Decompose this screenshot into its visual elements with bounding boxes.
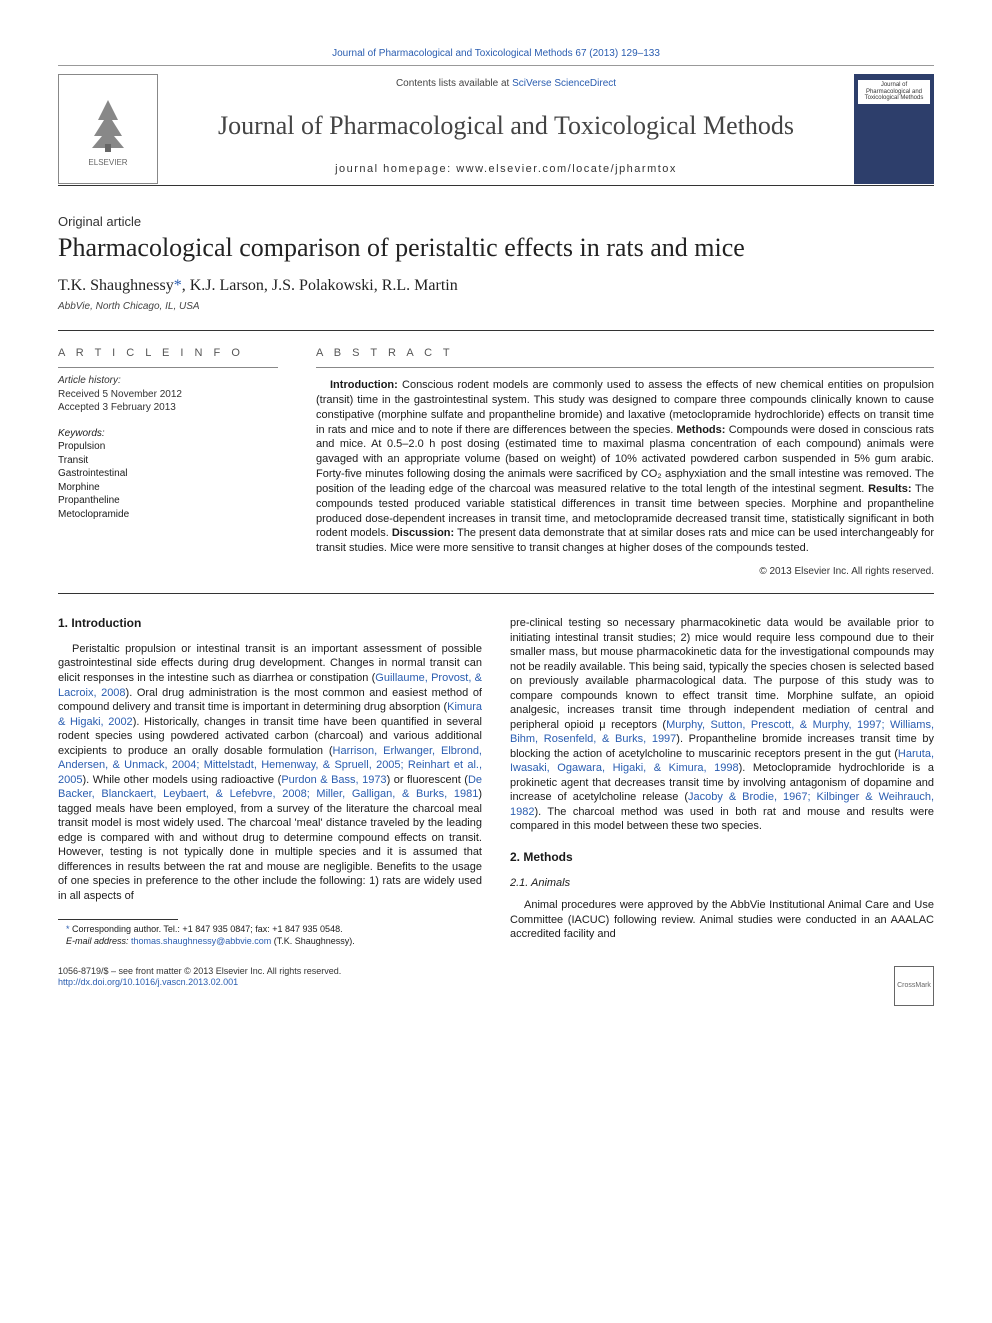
abstract-col: A B S T R A C T Introduction: Conscious … (316, 331, 934, 577)
body-columns: 1. Introduction Peristaltic propulsion o… (58, 616, 934, 947)
sciencedirect-link[interactable]: SciVerse ScienceDirect (512, 78, 616, 89)
keyword: Transit (58, 454, 278, 468)
abstract-body: Introduction: Conscious rodent models ar… (316, 367, 934, 556)
keywords-block: Keywords: Propulsion Transit Gastrointes… (58, 427, 278, 522)
keyword: Propantheline (58, 494, 278, 508)
corresponding-footnote: * Corresponding author. Tel.: +1 847 935… (58, 924, 482, 936)
elsevier-logo: ELSEVIER (58, 74, 158, 184)
corresponding-star-icon[interactable]: * (174, 277, 182, 294)
section-2-1-title: 2.1. Animals (510, 876, 934, 891)
body-text: ) tagged meals have been employed, from … (58, 788, 482, 902)
keywords-header: Keywords: (58, 427, 278, 441)
star-icon: * (66, 924, 70, 934)
received-date: Received 5 November 2012 (58, 388, 278, 402)
footer-left: 1056-8719/$ – see front matter © 2013 El… (58, 966, 341, 1006)
section-1-para: Peristaltic propulsion or intestinal tra… (58, 642, 482, 903)
footnote-separator (58, 919, 178, 920)
body-col-left: 1. Introduction Peristaltic propulsion o… (58, 616, 482, 947)
issn-line: 1056-8719/$ – see front matter © 2013 El… (58, 966, 341, 978)
accepted-date: Accepted 3 February 2013 (58, 401, 278, 415)
section-2-title: 2. Methods (510, 850, 934, 866)
elsevier-label: ELSEVIER (78, 158, 138, 167)
journal-name: Journal of Pharmacological and Toxicolog… (168, 111, 844, 141)
abstract-methods-hdr: Methods: (677, 424, 726, 436)
email-footnote: E-mail address: thomas.shaughnessy@abbvi… (58, 936, 482, 948)
corr-author-text: Corresponding author. Tel.: +1 847 935 0… (72, 924, 343, 934)
article-history: Article history: Received 5 November 201… (58, 367, 278, 415)
abstract-intro-hdr: Introduction: (330, 379, 398, 391)
journal-cover-text: Journal of Pharmacological and Toxicolog… (858, 80, 930, 104)
email-label: E-mail address: (66, 936, 129, 946)
page-footer: 1056-8719/$ – see front matter © 2013 El… (58, 966, 934, 1006)
body-text: ) or fluorescent ( (387, 774, 468, 786)
contents-line: Contents lists available at SciVerse Sci… (168, 78, 844, 89)
journal-homepage[interactable]: journal homepage: www.elsevier.com/locat… (168, 163, 844, 175)
body-col-right: pre-clinical testing so necessary pharma… (510, 616, 934, 947)
authors: T.K. Shaughnessy*, K.J. Larson, J.S. Pol… (58, 277, 934, 295)
tree-icon (78, 92, 138, 152)
history-header: Article history: (58, 374, 278, 388)
abstract-copyright: © 2013 Elsevier Inc. All rights reserved… (316, 566, 934, 577)
email-who: (T.K. Shaughnessy). (271, 936, 355, 946)
abstract-label: A B S T R A C T (316, 331, 934, 367)
body-text: pre-clinical testing so necessary pharma… (510, 617, 934, 731)
article-type: Original article (58, 214, 934, 229)
email-link[interactable]: thomas.shaughnessy@abbvie.com (131, 936, 271, 946)
article-info-label: A R T I C L E I N F O (58, 331, 278, 367)
crossmark-icon[interactable]: CrossMark (894, 966, 934, 1006)
body-text: ). While other models using radioactive … (82, 774, 281, 786)
authors-rest: , K.J. Larson, J.S. Polakowski, R.L. Mar… (182, 277, 458, 294)
journal-header: ELSEVIER Contents lists available at Sci… (58, 66, 934, 186)
abstract-discussion-hdr: Discussion: (392, 527, 454, 539)
author-1: T.K. Shaughnessy (58, 277, 174, 294)
journal-cover-icon: Journal of Pharmacological and Toxicolog… (854, 74, 934, 184)
citation-link[interactable]: Purdon & Bass, 1973 (281, 774, 386, 786)
info-abstract-row: A R T I C L E I N F O Article history: R… (58, 330, 934, 577)
top-citation: Journal of Pharmacological and Toxicolog… (58, 48, 934, 59)
abstract-bottom-rule (58, 593, 934, 594)
affiliation: AbbVie, North Chicago, IL, USA (58, 301, 934, 312)
section-1-title: 1. Introduction (58, 616, 482, 632)
contents-prefix: Contents lists available at (396, 78, 512, 89)
keyword: Metoclopramide (58, 508, 278, 522)
keyword: Morphine (58, 481, 278, 495)
section-1-para-cont: pre-clinical testing so necessary pharma… (510, 616, 934, 834)
article-info-col: A R T I C L E I N F O Article history: R… (58, 331, 278, 577)
abstract-results-hdr: Results: (868, 483, 911, 495)
doi-link[interactable]: http://dx.doi.org/10.1016/j.vascn.2013.0… (58, 977, 341, 989)
page: Journal of Pharmacological and Toxicolog… (0, 0, 992, 1046)
body-text: ). The charcoal method was used in both … (510, 806, 934, 833)
keyword: Propulsion (58, 440, 278, 454)
section-2-1-para: Animal procedures were approved by the A… (510, 898, 934, 942)
header-center: Contents lists available at SciVerse Sci… (158, 74, 854, 185)
keyword: Gastrointestinal (58, 467, 278, 481)
article-title: Pharmacological comparison of peristalti… (58, 233, 934, 263)
